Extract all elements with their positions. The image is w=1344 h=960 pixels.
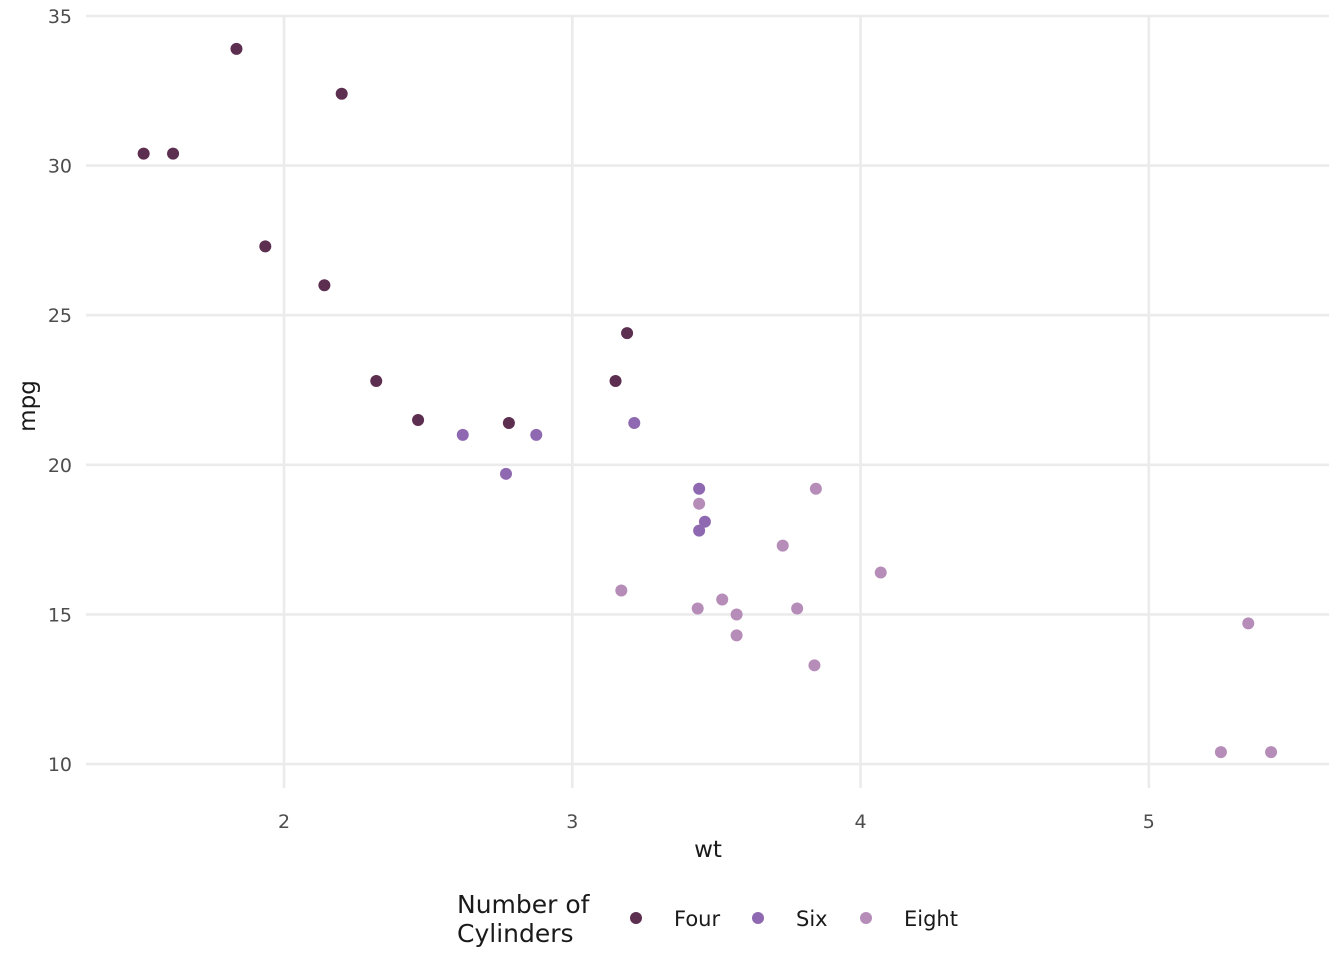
- legend-label-four: Four: [674, 907, 720, 931]
- x-tick-label-2: 2: [278, 811, 290, 833]
- point-four-8: [502, 416, 515, 429]
- point-eight-2: [776, 539, 789, 552]
- x-axis-ticks: 2 3 4 5: [278, 811, 1155, 833]
- legend-label-eight: Eight: [904, 907, 958, 931]
- point-eight-13: [1265, 746, 1278, 759]
- series-eight: [615, 482, 1278, 759]
- point-six-3: [628, 416, 641, 429]
- y-axis-ticks: 10 15 20 25 30 35: [48, 6, 72, 776]
- y-tick-label-10: 10: [48, 754, 72, 776]
- series-four: [137, 42, 634, 429]
- x-tick-label-4: 4: [855, 811, 867, 833]
- legend: Number of Cylinders Four Six Eight: [457, 890, 958, 948]
- point-eight-5: [691, 602, 704, 615]
- point-eight-11: [1242, 617, 1255, 630]
- x-axis-title: wt: [694, 837, 722, 863]
- legend-key-six: [752, 912, 764, 924]
- point-eight-8: [791, 602, 804, 615]
- point-eight-4: [615, 584, 628, 597]
- point-four-1: [335, 87, 348, 100]
- point-eight-10: [808, 659, 821, 672]
- point-four-9: [621, 327, 634, 340]
- point-six-4: [693, 482, 706, 495]
- legend-key-four: [630, 912, 642, 924]
- point-six-0: [456, 428, 469, 441]
- point-four-7: [412, 413, 425, 426]
- legend-title-line-1: Number of: [457, 890, 591, 919]
- legend-title-line-2: Cylinders: [457, 919, 574, 948]
- legend-label-six: Six: [796, 907, 828, 931]
- point-six-1: [530, 428, 543, 441]
- legend-key-eight: [860, 912, 872, 924]
- grid-lines: [86, 14, 1329, 788]
- point-four-2: [137, 147, 150, 160]
- data-points: [137, 42, 1278, 759]
- series-six: [456, 416, 711, 537]
- point-eight-7: [730, 608, 743, 621]
- legend-items: Four Six Eight: [630, 907, 958, 931]
- y-tick-label-15: 15: [48, 604, 72, 626]
- point-four-3: [167, 147, 180, 160]
- point-four-4: [259, 240, 272, 253]
- point-six-6: [693, 524, 706, 537]
- y-axis-title: mpg: [15, 380, 41, 432]
- point-eight-6: [716, 593, 729, 606]
- y-tick-label-25: 25: [48, 305, 72, 327]
- point-eight-9: [730, 629, 743, 642]
- point-four-5: [318, 279, 331, 292]
- point-four-0: [230, 42, 243, 55]
- y-tick-label-35: 35: [48, 6, 72, 28]
- point-eight-0: [693, 497, 706, 510]
- y-tick-label-30: 30: [48, 156, 72, 178]
- point-six-5: [698, 515, 711, 528]
- point-four-6: [370, 375, 383, 388]
- x-tick-label-3: 3: [566, 811, 578, 833]
- point-eight-12: [1214, 746, 1227, 759]
- x-tick-label-5: 5: [1143, 811, 1155, 833]
- y-tick-label-20: 20: [48, 455, 72, 477]
- point-eight-1: [809, 482, 822, 495]
- point-six-2: [500, 467, 513, 480]
- point-eight-3: [874, 566, 887, 579]
- point-four-10: [609, 375, 622, 388]
